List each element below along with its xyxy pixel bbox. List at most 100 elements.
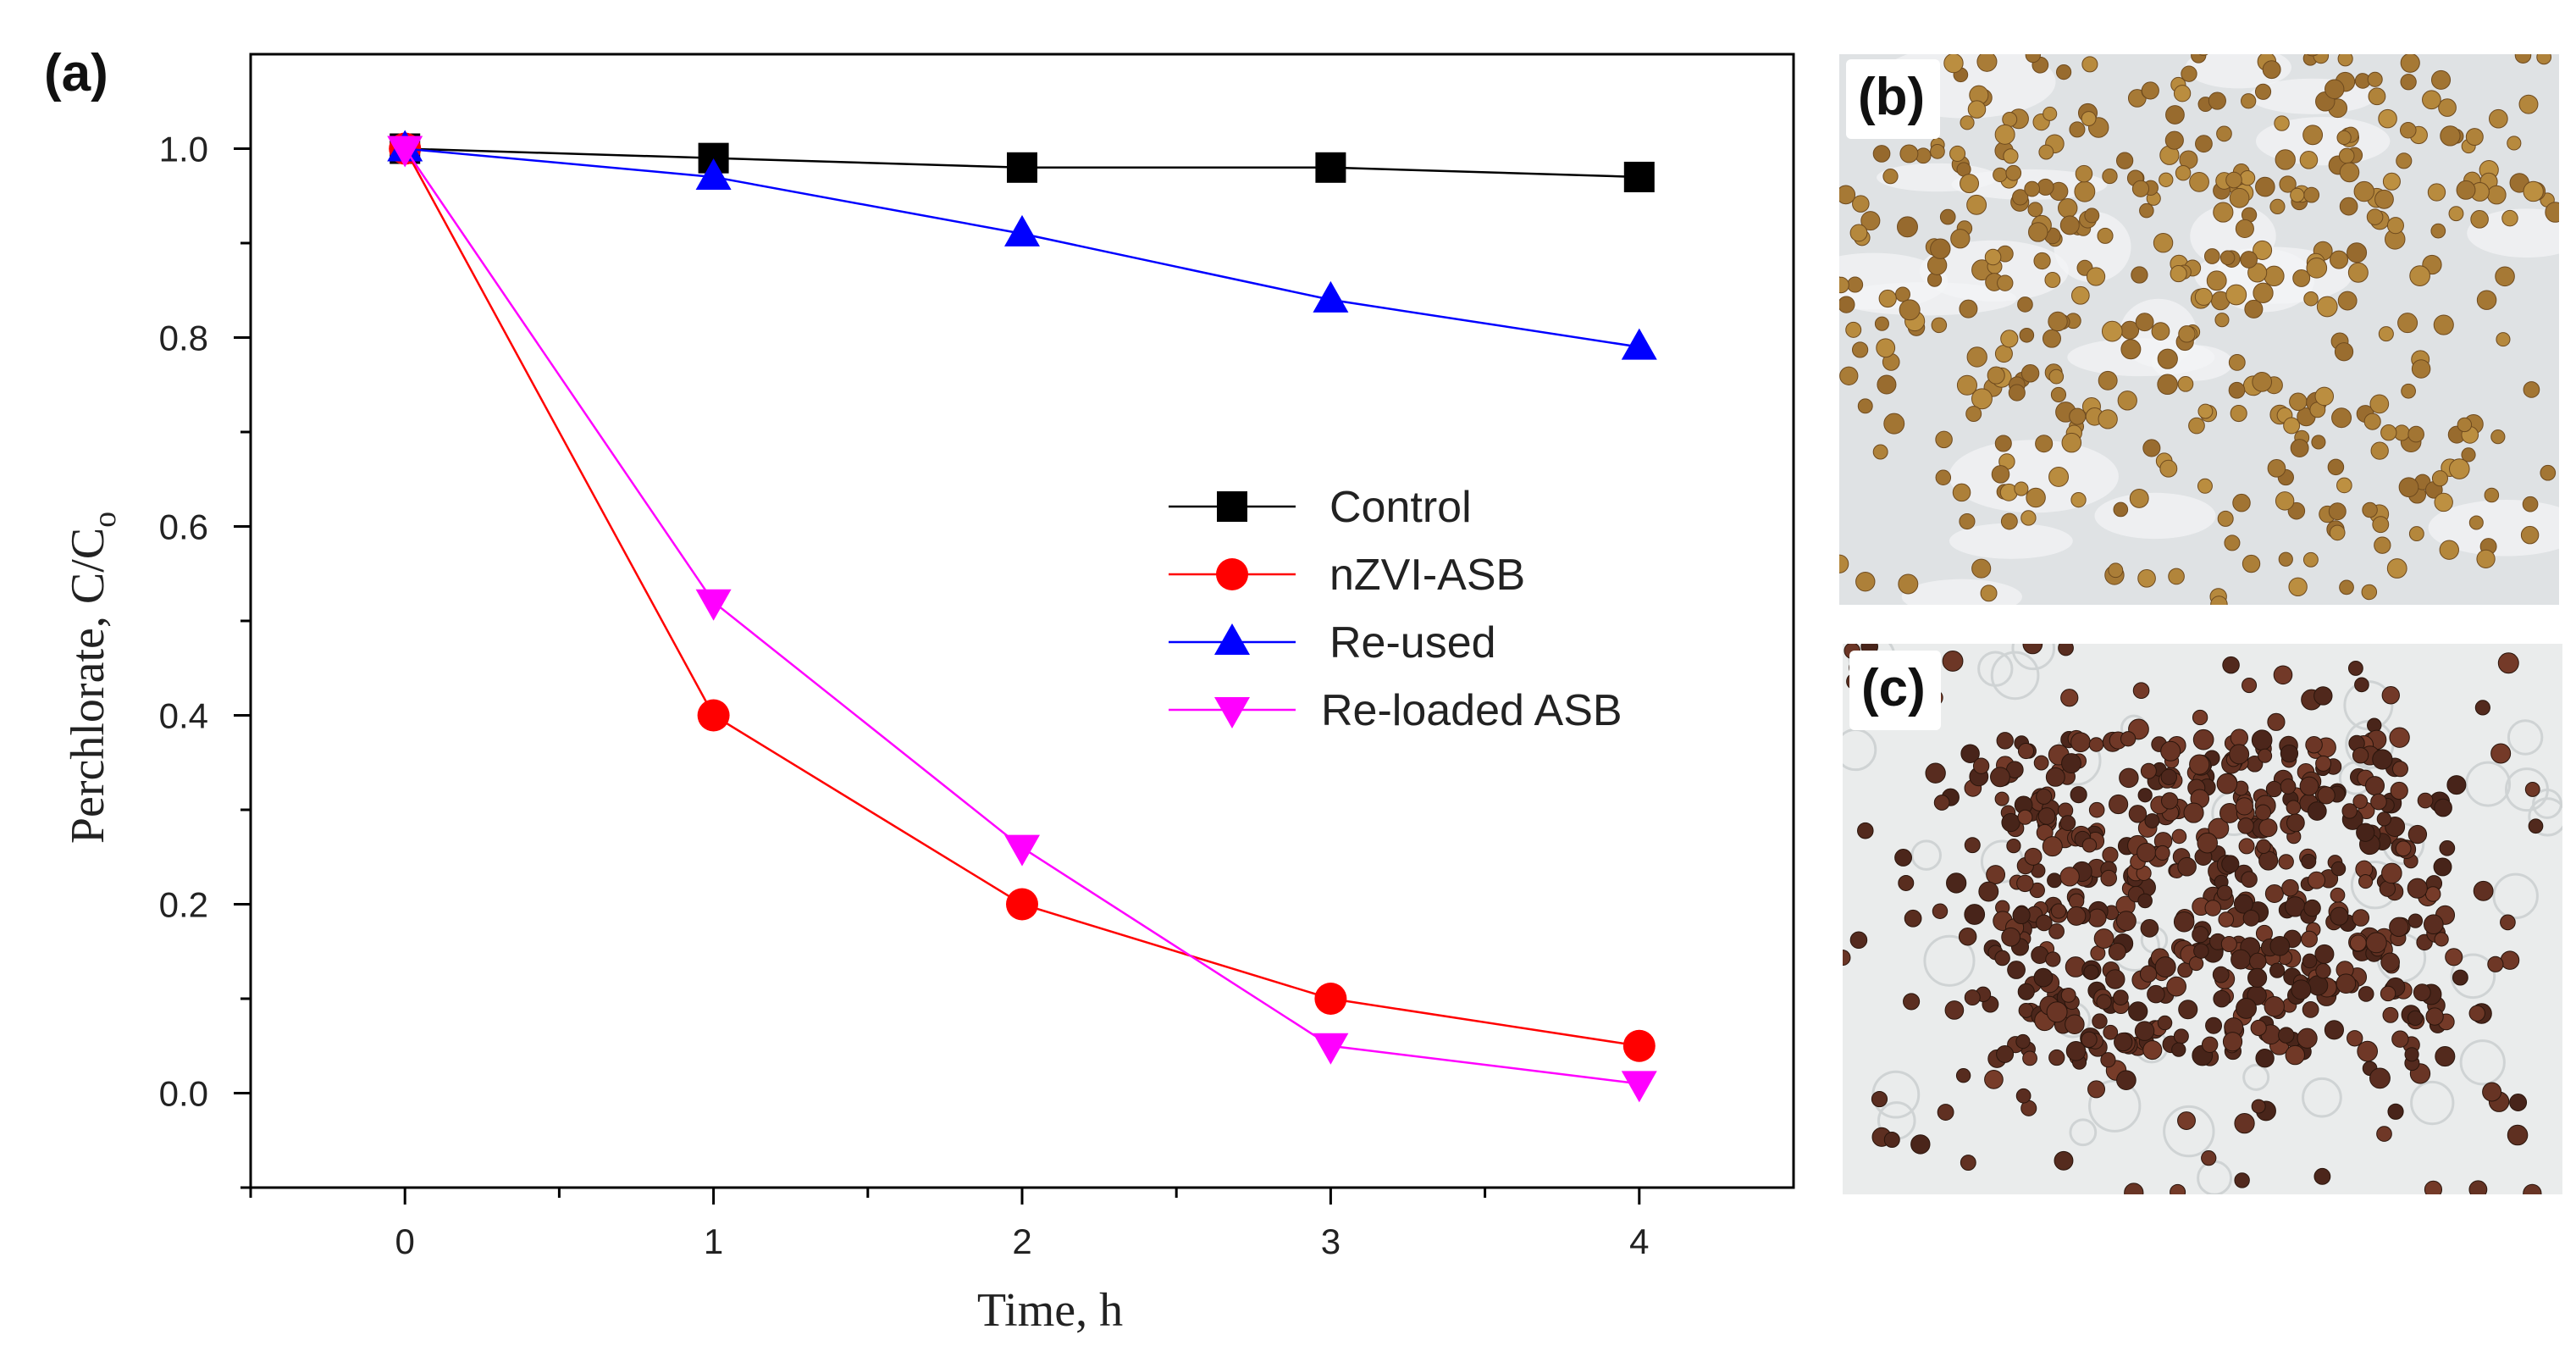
photo-b-bead (2232, 493, 2251, 512)
photo-b-bead (2159, 172, 2174, 187)
photo-c-bead (2059, 815, 2076, 831)
photo-b-bead (1994, 345, 2013, 363)
photo-b-bead (2191, 54, 2207, 64)
photo-b-bead (2208, 91, 2226, 110)
photo-c-bead (2001, 927, 2021, 947)
photo-c-bead (2267, 712, 2286, 731)
photo-b-bead (2465, 128, 2484, 147)
photo-c-bead (2108, 942, 2126, 961)
photo-b-bead (2098, 409, 2118, 429)
photo-c-bead (2242, 678, 2258, 694)
photo-c-bead (2308, 975, 2329, 996)
photo-c-bead (2033, 967, 2054, 988)
photo-c-bead (2088, 801, 2105, 818)
photo-c-bead (2315, 755, 2332, 772)
photo-c-bead (2065, 1014, 2085, 1034)
photo-b-bead (2486, 185, 2507, 205)
photo-c-bead (1986, 865, 2006, 884)
photo-c-bead (2033, 755, 2049, 771)
photo-c-bead (2015, 1088, 2032, 1104)
photo-c-bead (2381, 686, 2400, 705)
data-point (387, 136, 423, 168)
photo-c-bead (2233, 894, 2253, 914)
photo-c-bead (1958, 927, 1977, 946)
photo-c-bead (2222, 1032, 2243, 1052)
data-point (695, 589, 732, 621)
photo-c-bead (2417, 792, 2434, 809)
y-tick-label: 0.8 (159, 318, 208, 358)
photo-c-bead (2473, 880, 2494, 901)
photo-c-bead (2218, 911, 2235, 928)
photo-b-bead (2033, 252, 2051, 270)
photo-b-bead (2523, 180, 2544, 202)
x-tick-label: 4 (1629, 1221, 1649, 1261)
photo-c-bead (2213, 989, 2231, 1008)
photo-b-bead (2037, 178, 2054, 196)
photo-c-bead (2395, 840, 2412, 857)
photo-b-bead (2507, 136, 2522, 151)
photo-b-bead (2495, 266, 2515, 287)
photo-c-bead (2381, 862, 2402, 884)
photo-b-bead (2430, 223, 2446, 239)
photo-c-bead (2391, 761, 2408, 778)
legend-marker (1216, 558, 1248, 590)
photo-c-bead (2391, 1030, 2409, 1048)
data-point (1315, 152, 1346, 183)
photo-b-bead (2242, 554, 2261, 573)
photo-c-bead (2048, 1049, 2065, 1066)
photo-c-bead (2060, 689, 2079, 707)
series-re-loaded-asb (387, 136, 1657, 1103)
photo-c-bead (2134, 1021, 2155, 1041)
photo-c-bead (2407, 1010, 2424, 1026)
photo-b-bead (2189, 171, 2209, 192)
photo-c-bead (2238, 838, 2255, 855)
photo-b-bead (2157, 348, 2178, 369)
photo-b-bead (2433, 314, 2454, 335)
photo-c-bead (2354, 677, 2369, 693)
photo-c-bead (1996, 732, 2014, 750)
photo-b-bead (2177, 375, 2194, 392)
photo-c-bead (2173, 1028, 2189, 1044)
photo-b-bead (2035, 435, 2054, 453)
photo-c-beads (1843, 644, 2562, 1194)
photo-c-bead (1904, 909, 1922, 928)
photo-c-bead (2308, 871, 2325, 889)
photo-c-bead (2249, 952, 2267, 971)
photo-b-bead (1984, 248, 2002, 266)
photo-b-bead (2081, 111, 2097, 126)
photo-b-bead (2398, 477, 2419, 498)
photo-c-bead (2103, 1024, 2119, 1040)
photo-b-bead (2203, 248, 2220, 264)
photo-b-bead (2368, 87, 2386, 106)
photo-c-bead (2081, 1031, 2098, 1049)
data-point (1313, 280, 1349, 313)
photo-c-bead (2265, 780, 2283, 798)
photo-c-bead (2487, 955, 2504, 972)
photo-b-bead (2059, 215, 2080, 235)
photo-c-bead (2222, 656, 2240, 674)
photo-b-bead (2247, 263, 2268, 283)
photo-b-bead (2131, 180, 2150, 197)
y-tick-label: 1.0 (159, 130, 208, 169)
photo-b-glare (2067, 338, 2215, 377)
photo-c-bead (2006, 839, 2021, 854)
photo-b-bead (1926, 255, 1948, 275)
photo-c-bead (1925, 762, 1946, 784)
photo-b-bead (2438, 98, 2457, 117)
photo-b-bead (1894, 286, 1910, 302)
photo-c-bead (1964, 837, 1981, 854)
photo-b-bead (2017, 296, 2033, 313)
photo-b-bead (2468, 515, 2484, 530)
photo-c-bead (2242, 909, 2260, 927)
photo-c-bead (2068, 893, 2085, 909)
photo-b-bead (2224, 534, 2241, 551)
photo-b-bead (1847, 276, 1864, 293)
photo-c-bead (2113, 989, 2129, 1005)
photo-b-bead (2374, 189, 2394, 209)
photo-b-bead (2206, 270, 2227, 291)
photo-b-bead (2241, 93, 2257, 109)
photo-b-bead (1952, 483, 1971, 502)
photo-b-bead (2397, 313, 2418, 334)
photo-c-bead (2166, 976, 2186, 997)
photo-b-bead (1966, 346, 1987, 368)
